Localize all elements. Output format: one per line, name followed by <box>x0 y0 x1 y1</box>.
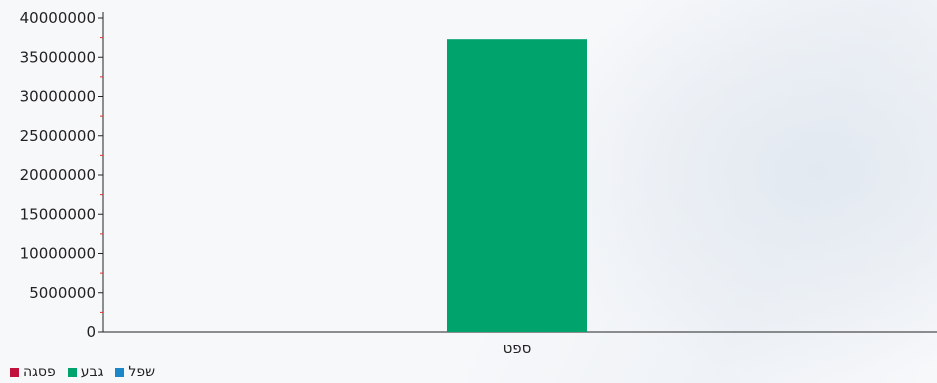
legend: פסגה גבע שפל <box>10 364 155 380</box>
y-tick-label: 5000000 <box>29 284 96 302</box>
y-tick-label: 40000000 <box>20 9 96 27</box>
x-tick-label: ספט <box>503 339 532 357</box>
legend-swatch-low <box>115 367 125 377</box>
y-tick-label: 35000000 <box>20 48 96 66</box>
legend-item-high[interactable]: גבע <box>67 364 104 380</box>
bars <box>447 39 587 332</box>
y-tick-label: 10000000 <box>20 245 96 263</box>
legend-label-peak: פסגה <box>23 364 56 380</box>
legend-swatch-high <box>67 367 77 377</box>
y-tick-label: 30000000 <box>20 88 96 106</box>
y-axis: 0 5000000 10000000 15000000 20000000 25000000… <box>20 9 104 341</box>
bar[interactable] <box>447 39 587 332</box>
x-axis: ספט <box>103 331 937 357</box>
y-tick-label: 15000000 <box>20 205 96 223</box>
y-tick-label: 25000000 <box>20 127 96 145</box>
legend-item-peak[interactable]: פסגה <box>10 364 56 380</box>
bar-chart: 0 5000000 10000000 15000000 20000000 25000000… <box>20 9 937 357</box>
y-tick-label: 0 <box>86 323 96 341</box>
legend-label-low: שפל <box>128 364 156 380</box>
legend-item-low[interactable]: שפל <box>115 364 155 380</box>
legend-swatch-peak <box>10 367 19 377</box>
legend-label-high: גבע <box>80 364 104 380</box>
y-tick-label: 20000000 <box>20 166 96 184</box>
